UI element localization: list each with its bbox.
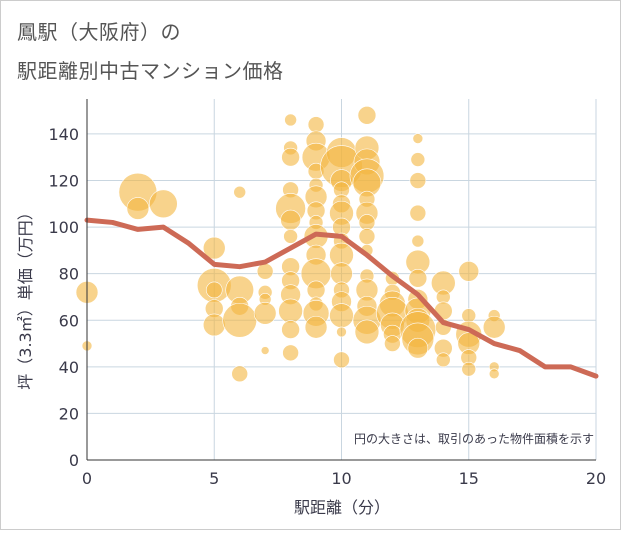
- bubble-point: [330, 262, 353, 285]
- bubble-point: [306, 280, 326, 300]
- y-tick-label: 60: [59, 311, 79, 330]
- bubble-point: [435, 352, 451, 368]
- bubble-point: [358, 228, 376, 245]
- bubble-point: [281, 147, 300, 167]
- y-tick-label: 20: [59, 404, 79, 423]
- x-tick-label: 0: [82, 469, 92, 488]
- y-tick-label: 120: [48, 172, 79, 191]
- bubble-point: [409, 204, 427, 222]
- bubble-point: [260, 346, 270, 355]
- bubble-point: [231, 365, 248, 383]
- trend-line: [84, 217, 599, 379]
- bubble-point: [149, 189, 178, 219]
- bubble-point: [222, 302, 257, 338]
- trend-layer: [84, 217, 599, 379]
- bubble-point: [280, 209, 301, 231]
- bubble-point: [284, 113, 297, 127]
- bubble-point: [461, 308, 477, 323]
- bubble-point: [281, 320, 300, 339]
- y-tick-label: 0: [69, 451, 79, 470]
- bubble-point: [482, 315, 506, 339]
- bubble-point: [253, 301, 277, 325]
- x-tick-label: 20: [586, 469, 606, 488]
- bubble-point: [409, 172, 427, 189]
- y-tick-label: 100: [48, 218, 79, 237]
- bubble-point: [329, 303, 354, 328]
- y-tick-label: 40: [59, 358, 79, 377]
- x-tick-label: 5: [209, 469, 219, 488]
- bubble-point: [307, 116, 325, 133]
- bubble-point: [412, 133, 424, 144]
- bubble-point: [202, 236, 226, 260]
- bubble-point: [282, 344, 299, 362]
- bubble-point: [205, 281, 223, 299]
- bubble-point: [410, 152, 426, 167]
- chart-title-line-1: 鳳駅（大阪府）の: [17, 20, 181, 44]
- bubble-layer: [75, 106, 506, 383]
- size-annotation: 円の大きさは、取引のあった物件面積を示す: [354, 431, 594, 446]
- bubble-point: [358, 214, 376, 231]
- bubble-point: [278, 298, 303, 324]
- chart-title-line-2: 駅距離別中古マンション価格: [17, 59, 284, 83]
- bubble-point: [354, 319, 380, 345]
- bubble-point: [233, 185, 246, 199]
- bubble-point: [126, 197, 150, 220]
- bubble-point: [333, 351, 350, 369]
- bubble-point: [461, 361, 477, 377]
- bubble-point: [336, 326, 347, 338]
- bubble-point: [256, 263, 274, 280]
- bubble-point: [408, 269, 428, 288]
- bubble-point: [411, 234, 425, 248]
- y-tick-label: 140: [48, 125, 79, 144]
- x-tick-label: 10: [331, 469, 351, 488]
- bubble-point: [202, 313, 226, 337]
- y-axis-label: 坪（3.3㎡）単価（万円）: [16, 204, 35, 389]
- bubble-point: [283, 229, 298, 244]
- bubble-point: [384, 335, 401, 352]
- bubble-point: [458, 261, 480, 282]
- bubble-point: [407, 337, 429, 359]
- axis-layer: 0 20 40 60 80 100 120 140 0 5 10 15 20: [48, 99, 606, 488]
- x-axis-label: 駅距離（分）: [294, 498, 390, 517]
- y-tick-label: 80: [59, 265, 79, 284]
- x-tick-label: 15: [459, 469, 479, 488]
- bubble-point: [488, 368, 500, 380]
- bubble-point: [357, 106, 377, 125]
- bubble-point: [304, 315, 328, 339]
